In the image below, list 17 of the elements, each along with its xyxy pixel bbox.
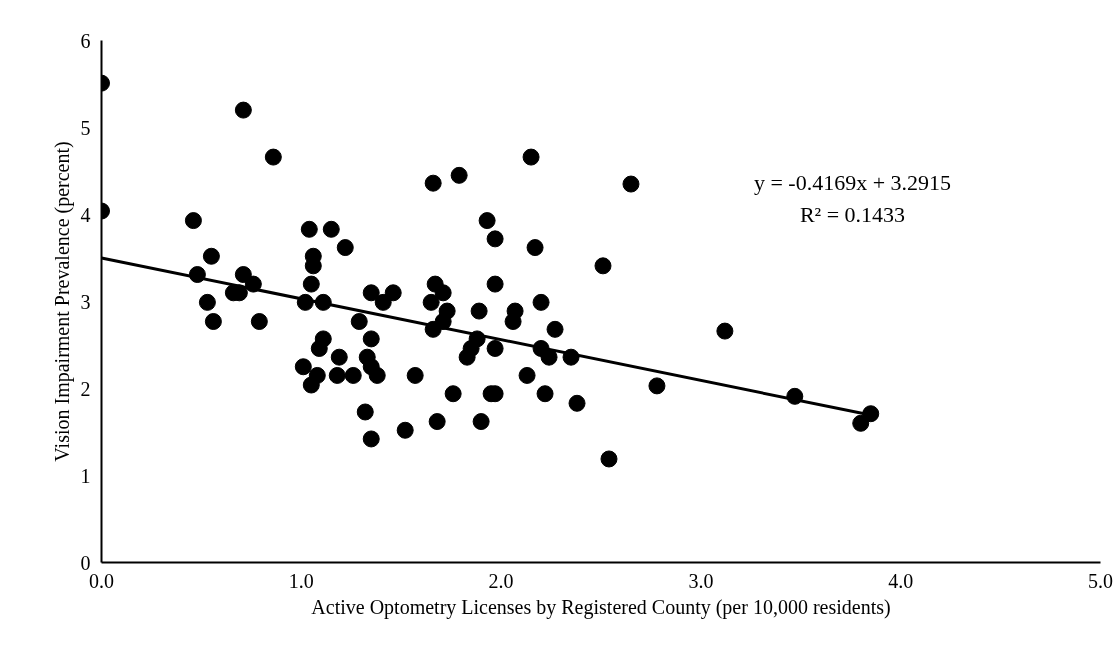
x-tick-label: 0.0 [89, 569, 114, 592]
y-tick-label: 2 [80, 377, 91, 400]
y-tick-label: 3 [80, 290, 91, 313]
x-tick-label: 4.0 [888, 569, 914, 592]
x-tick-label: 3.0 [688, 569, 714, 592]
x-tick-label: 5.0 [1088, 569, 1113, 592]
y-tick-label: 0 [80, 551, 91, 574]
x-tick-label: 1.0 [288, 569, 314, 592]
annotation: y = -0.4169x + 3.2915 [753, 169, 952, 195]
y-tick-label: 1 [80, 464, 91, 487]
x-tick-label: 2.0 [488, 569, 514, 592]
y-tick-label: 4 [80, 203, 91, 226]
x-axis-title: Active Optometry Licenses by Registered County (per 10,000 residents) [311, 595, 891, 619]
annotation: R² = 0.1433 [799, 201, 906, 227]
y-tick-label: 5 [80, 116, 91, 139]
y-tick-label: 6 [80, 29, 91, 52]
y-axis-title: Vision Impairment Prevalence (percent) [50, 141, 74, 462]
